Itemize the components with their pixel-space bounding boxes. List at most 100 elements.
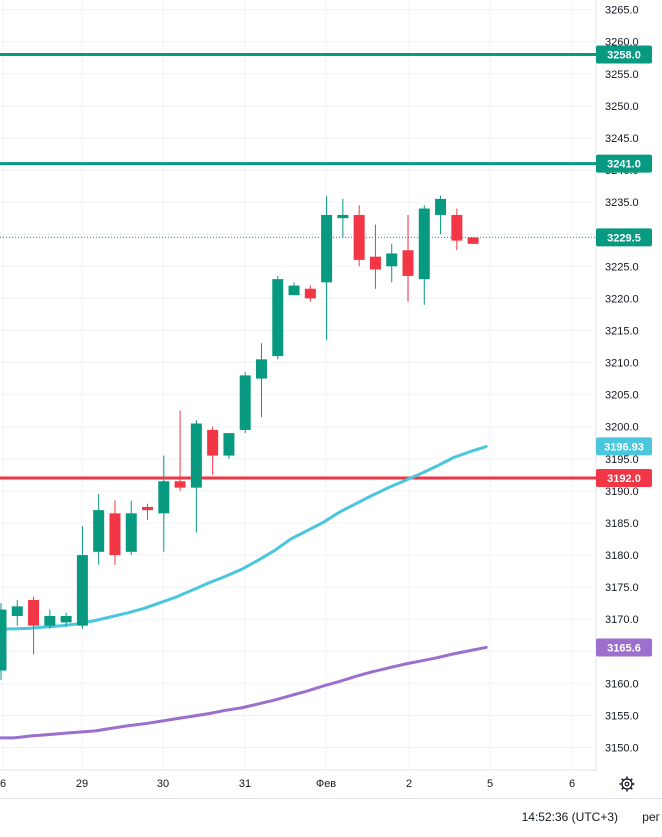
candle[interactable] [467, 237, 479, 244]
level-price-badge: 3241.0 [596, 154, 652, 173]
candle[interactable] [125, 500, 137, 556]
candle[interactable] [76, 526, 88, 629]
ma-slow-price-badge-bg [596, 638, 652, 657]
candle-body [353, 214, 365, 260]
scale-mode-label[interactable]: рег [642, 810, 660, 824]
candle-body [451, 214, 463, 241]
candle-body [467, 237, 479, 244]
candle[interactable] [207, 426, 219, 475]
price-tick-label: 3155.0 [605, 710, 639, 722]
price-axis-border [0, 0, 597, 771]
date-tick-label: 6 [0, 778, 6, 790]
current-price-badge-text: 3229.5 [607, 232, 641, 244]
candle[interactable] [337, 198, 349, 238]
candle-body [239, 375, 251, 430]
ma-slow-price-badge: 3165.6 [596, 638, 652, 657]
price-tick-label: 3215.0 [605, 325, 639, 337]
level-price-badge-text: 3241.0 [607, 159, 641, 171]
candle[interactable] [386, 243, 398, 283]
candle-body [44, 616, 56, 626]
candle-body [190, 423, 202, 488]
price-tick-label: 3265.0 [605, 5, 639, 17]
date-tick-label: 2 [406, 778, 412, 790]
horizontal-levels[interactable] [0, 53, 596, 480]
candle[interactable] [353, 205, 365, 267]
candle-body [125, 513, 137, 552]
candle[interactable] [321, 195, 333, 341]
candles[interactable] [0, 195, 479, 681]
candle-body [418, 208, 430, 280]
candle-body [76, 555, 88, 626]
candle[interactable] [174, 410, 186, 491]
candle[interactable] [44, 609, 56, 629]
candle-body [0, 609, 7, 671]
candle[interactable] [288, 282, 300, 296]
date-tick-label: 30 [157, 778, 169, 790]
candle[interactable] [142, 503, 154, 520]
candle-body [369, 256, 381, 270]
price-tick-label: 3210.0 [605, 358, 639, 370]
candle-body [11, 606, 23, 616]
candle-body [402, 250, 414, 276]
price-tick-label: 3220.0 [605, 293, 639, 305]
candle[interactable] [190, 420, 202, 533]
candle-body [337, 214, 349, 219]
current-price-badge-bg [596, 228, 652, 247]
candle[interactable] [435, 195, 447, 235]
candle[interactable] [304, 285, 316, 302]
price-tick-label: 3245.0 [605, 133, 639, 145]
ma-slow-price-badge-text: 3165.6 [607, 642, 641, 654]
status-bar: 14:52:36 (UTC+3) рег [0, 798, 662, 837]
candle[interactable] [109, 500, 121, 565]
candle[interactable] [272, 275, 284, 360]
level-price-badge-bg [596, 45, 652, 64]
candle[interactable] [239, 372, 251, 434]
candle[interactable] [60, 612, 72, 626]
date-tick-label: 6 [569, 778, 575, 790]
candle-body [321, 214, 333, 283]
price-tick-label: 3175.0 [605, 582, 639, 594]
grid [0, 0, 596, 770]
ma-fast-price-badge: 3196.93 [596, 437, 652, 456]
candle-body [255, 359, 267, 379]
candle[interactable] [369, 224, 381, 289]
price-tick-label: 3235.0 [605, 197, 639, 209]
price-tick-label: 3150.0 [605, 743, 639, 755]
candle[interactable] [28, 596, 40, 655]
candle-body [435, 198, 447, 215]
candle-body [288, 285, 300, 296]
date-tick-label: 29 [76, 778, 88, 790]
candle[interactable] [402, 214, 414, 302]
candle-body [109, 513, 121, 556]
time-scale[interactable]: 6 29 30 31 Фев 2 5 6 [0, 778, 575, 790]
candle-body [207, 429, 219, 456]
candle-body [28, 599, 40, 626]
candle[interactable] [418, 205, 430, 305]
ma-fast-price-badge-bg [596, 437, 652, 456]
candle[interactable] [223, 433, 235, 459]
candle[interactable] [158, 455, 170, 552]
price-tick-label: 3190.0 [605, 486, 639, 498]
candle[interactable] [451, 208, 463, 251]
candle-body [60, 616, 72, 623]
candle-body [142, 506, 154, 511]
candlestick-chart[interactable]: 3265.03260.03255.03250.03245.03240.03235… [0, 0, 662, 798]
candle-body [174, 481, 186, 488]
level-price-badge-bg [596, 154, 652, 173]
candle[interactable] [255, 343, 267, 418]
candle[interactable] [93, 494, 105, 565]
candle-body [386, 253, 398, 267]
candle-body [272, 279, 284, 357]
moving-average-fast-line [0, 445, 488, 631]
level-price-badge-text: 3258.0 [607, 50, 641, 62]
candle-body [304, 288, 316, 299]
price-tick-label: 3195.0 [605, 454, 639, 466]
gear-icon[interactable] [619, 776, 635, 792]
candle[interactable] [0, 603, 7, 681]
status-time[interactable]: 14:52:36 (UTC+3) [521, 810, 618, 824]
ma-fast-price-badge-text: 3196.93 [604, 441, 644, 453]
date-tick-label: 31 [239, 778, 251, 790]
candle[interactable] [11, 599, 23, 626]
candle-body [223, 433, 235, 456]
